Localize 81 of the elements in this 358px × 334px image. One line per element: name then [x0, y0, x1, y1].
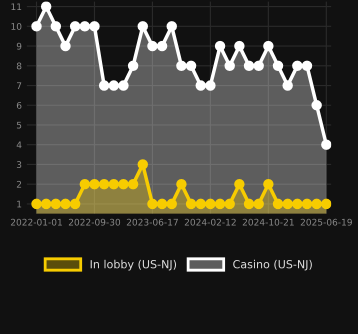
- point: [321, 198, 332, 210]
- point: [176, 178, 187, 190]
- point: [128, 178, 138, 190]
- point: [166, 198, 177, 210]
- point: [302, 198, 312, 210]
- x-tick-label: 2024-10-21: [242, 218, 294, 226]
- legend-label: Casino (US-NJ): [233, 260, 312, 270]
- point: [244, 60, 254, 71]
- point: [60, 198, 71, 210]
- y-tick-label: 9: [16, 42, 22, 50]
- point: [253, 60, 264, 71]
- point: [108, 80, 119, 91]
- point: [156, 40, 168, 52]
- point: [147, 198, 158, 210]
- y-tick-label: 8: [16, 62, 22, 70]
- point: [70, 198, 80, 210]
- point: [156, 198, 168, 210]
- point: [196, 198, 206, 210]
- x-tick-label: 2022-09-30: [68, 218, 120, 226]
- y-tick-label: 4: [16, 142, 22, 148]
- y-tick-label: 7: [16, 82, 22, 89]
- point: [292, 198, 303, 210]
- point: [31, 198, 42, 210]
- point: [234, 178, 245, 190]
- y-tick-label: 11: [11, 3, 22, 10]
- point: [292, 60, 303, 71]
- point: [138, 21, 148, 32]
- point: [80, 178, 90, 190]
- point: [302, 60, 312, 71]
- legend-label: In lobby (US-NJ): [90, 260, 176, 271]
- point: [98, 80, 110, 91]
- y-tick-label: 3: [16, 161, 22, 168]
- point: [166, 21, 177, 32]
- point: [224, 198, 235, 210]
- point: [60, 40, 71, 52]
- point: [50, 198, 62, 210]
- point: [272, 60, 284, 71]
- y-tick-label: 6: [16, 102, 22, 109]
- point: [234, 40, 245, 52]
- y-tick-label: 1: [17, 200, 22, 208]
- y-tick-label: 5: [16, 122, 22, 129]
- x-tick-label: 2025-06-19: [300, 218, 352, 226]
- point: [176, 60, 187, 71]
- point: [253, 198, 264, 210]
- point: [272, 198, 284, 210]
- point: [263, 40, 274, 52]
- point: [186, 198, 196, 210]
- point: [70, 21, 80, 32]
- point: [205, 80, 216, 91]
- point: [89, 178, 100, 190]
- point: [138, 159, 148, 170]
- point: [50, 21, 62, 32]
- point: [196, 80, 206, 91]
- point: [147, 40, 158, 52]
- point: [282, 80, 293, 91]
- y-tick-label: 2: [16, 180, 22, 188]
- point: [118, 80, 129, 91]
- point: [311, 100, 322, 110]
- point: [186, 60, 196, 71]
- point: [214, 198, 226, 210]
- point: [40, 2, 52, 12]
- point: [80, 21, 90, 32]
- point: [224, 60, 235, 71]
- point: [205, 198, 216, 210]
- point: [282, 198, 293, 210]
- point: [214, 40, 226, 52]
- point: [244, 198, 254, 210]
- point: [108, 178, 119, 190]
- y-tick-label: 10: [11, 23, 22, 30]
- point: [128, 60, 138, 71]
- x-tick-label: 2023-06-17: [126, 218, 178, 226]
- point: [31, 21, 42, 32]
- point: [98, 178, 110, 190]
- x-tick-label: 2024-02-12: [184, 218, 236, 226]
- point: [89, 21, 100, 32]
- point: [263, 178, 274, 190]
- x-tick-label: 2022-01-01: [10, 218, 62, 226]
- point: [321, 140, 332, 150]
- point: [118, 178, 129, 190]
- point: [311, 198, 322, 210]
- point: [40, 198, 52, 210]
